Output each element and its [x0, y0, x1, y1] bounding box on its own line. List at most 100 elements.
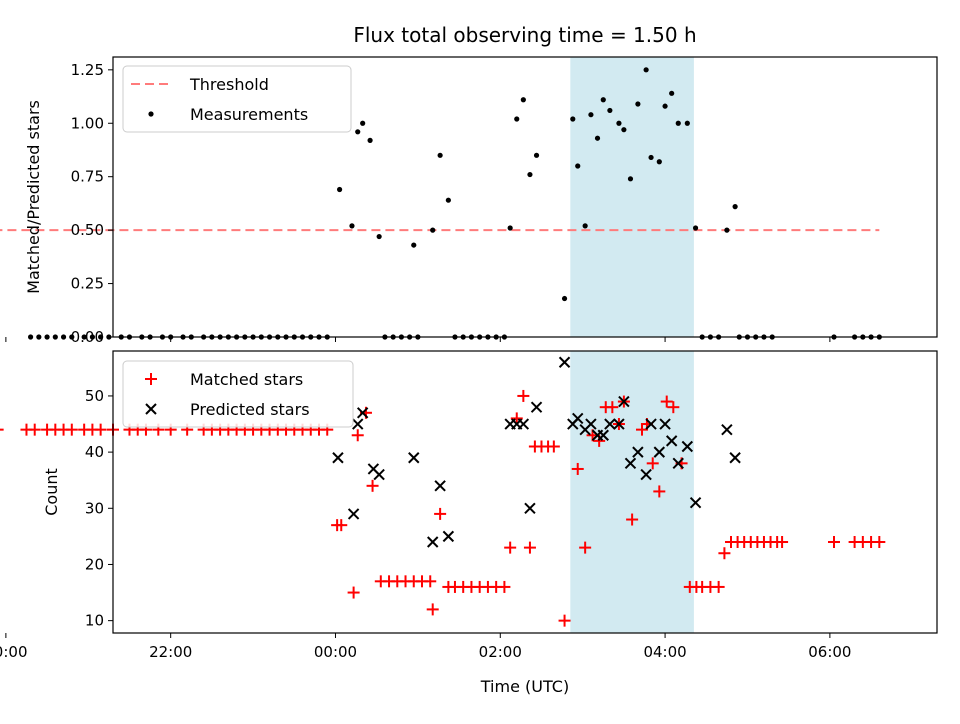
predicted-star-point	[352, 418, 364, 430]
predicted-star-point	[632, 446, 644, 458]
bottom-legend-box	[122, 360, 354, 428]
measurement-point	[507, 225, 513, 231]
predicted-star-point	[597, 429, 609, 441]
predicted-star-point	[681, 440, 694, 453]
predicted-star-point	[604, 418, 616, 430]
measurement-point-zero	[89, 334, 95, 340]
y-tick-label: 0.00	[71, 328, 104, 346]
measurement-point	[514, 116, 520, 122]
matched-star-point	[426, 603, 439, 616]
measurement-point	[349, 223, 355, 229]
matched-star-point	[347, 586, 360, 599]
matched-star-point	[828, 535, 840, 548]
top-legend-box	[122, 65, 352, 133]
top-ylabel: Matched/Predicted stars	[24, 100, 43, 294]
predicted-star-point	[613, 418, 625, 430]
x-tick-label: 22:00	[149, 643, 192, 661]
measurement-point-zero	[69, 334, 75, 340]
matched-star-point	[579, 541, 592, 554]
matched-stars-series	[0, 389, 886, 627]
measurement-point	[520, 97, 526, 103]
measurement-point	[684, 120, 690, 126]
legend-predicted-swatch	[145, 403, 157, 415]
y-tick-label: 0.75	[71, 168, 104, 186]
bottom-y-ticks: 10 20 30 40 50	[85, 387, 113, 630]
measurement-point	[355, 129, 361, 135]
predicted-star-point	[729, 452, 741, 464]
top-x-ticks	[5, 337, 831, 342]
matched-star-point	[523, 541, 536, 554]
matched-star-point	[646, 457, 659, 470]
predicted-star-point	[427, 536, 439, 548]
measurement-point-zero	[52, 334, 58, 340]
y-tick-label: 1.00	[71, 114, 104, 132]
measurement-point	[643, 67, 649, 73]
matched-star-point	[776, 535, 789, 548]
x-tick-label: 04:00	[643, 643, 686, 661]
matched-star-point	[517, 389, 530, 402]
measurement-point	[662, 103, 668, 109]
predicted-star-point	[373, 468, 385, 481]
predicted-star-point	[653, 446, 666, 458]
x-tick-label: 20:00	[0, 643, 27, 661]
measurement-point-zero	[98, 334, 104, 340]
predicted-star-point	[524, 502, 536, 514]
legend-threshold-label: Threshold	[189, 75, 269, 94]
matched-star-point	[667, 401, 680, 414]
matched-star-point	[547, 440, 560, 453]
x-tick-label: 00:00	[314, 643, 357, 661]
predicted-star-point	[408, 452, 420, 464]
bottom-ylabel: Count	[42, 468, 61, 516]
measurement-point	[376, 233, 382, 240]
predicted-star-point	[347, 508, 360, 520]
matched-star-point	[0, 428, 4, 431]
measurement-point	[621, 127, 627, 133]
measurement-point	[588, 112, 594, 118]
measurement-point	[616, 120, 622, 126]
top-frame	[112, 56, 938, 338]
measurement-point	[627, 176, 634, 182]
measurement-point	[570, 116, 576, 122]
x-tick-label: 02:00	[479, 643, 522, 661]
measurement-point	[675, 120, 681, 126]
bottom-legend: Matched stars Predicted stars	[122, 360, 354, 428]
y-tick-label: 50	[85, 387, 104, 405]
chart-title: Flux total observing time = 1.50 h	[353, 23, 696, 47]
measurement-point	[367, 137, 373, 143]
legend-matched-label: Matched stars	[190, 370, 303, 389]
matched-star-point	[571, 462, 584, 475]
predicted-star-point	[665, 435, 678, 447]
matched-star-point	[28, 423, 41, 436]
y-tick-label: 40	[85, 443, 104, 461]
predicted-star-point	[442, 530, 455, 543]
matched-star-point	[660, 395, 673, 408]
predicted-star-point	[585, 418, 597, 430]
predicted-star-point	[558, 356, 571, 368]
measurement-point	[445, 197, 451, 203]
predicted-star-point	[721, 423, 733, 436]
predicted-stars-series	[332, 356, 741, 548]
measurement-point	[669, 90, 675, 96]
measurement-point	[724, 227, 730, 233]
x-axis-label: Time (UTC)	[480, 677, 569, 696]
matched-star-point	[335, 519, 348, 532]
matched-star-point	[606, 401, 619, 414]
predicted-star-point	[618, 395, 630, 408]
measurement-point-zero	[28, 334, 34, 340]
measurement-point	[692, 225, 699, 231]
matched-star-point	[498, 580, 511, 593]
y-tick-label: 0.50	[71, 221, 104, 239]
measurement-point-zero	[44, 334, 50, 340]
matched-star-point	[558, 614, 571, 627]
measurement-point	[600, 97, 606, 103]
bottom-frame	[112, 350, 938, 634]
measurement-point-zero	[36, 334, 42, 340]
matched-star-point	[65, 423, 78, 436]
measurement-point	[594, 135, 601, 141]
matched-star-point	[712, 580, 725, 593]
measurement-point-zero	[81, 334, 87, 340]
predicted-star-point	[659, 418, 671, 430]
predicted-star-point	[624, 457, 637, 470]
measurement-point	[561, 295, 568, 302]
predicted-star-point	[332, 452, 344, 464]
